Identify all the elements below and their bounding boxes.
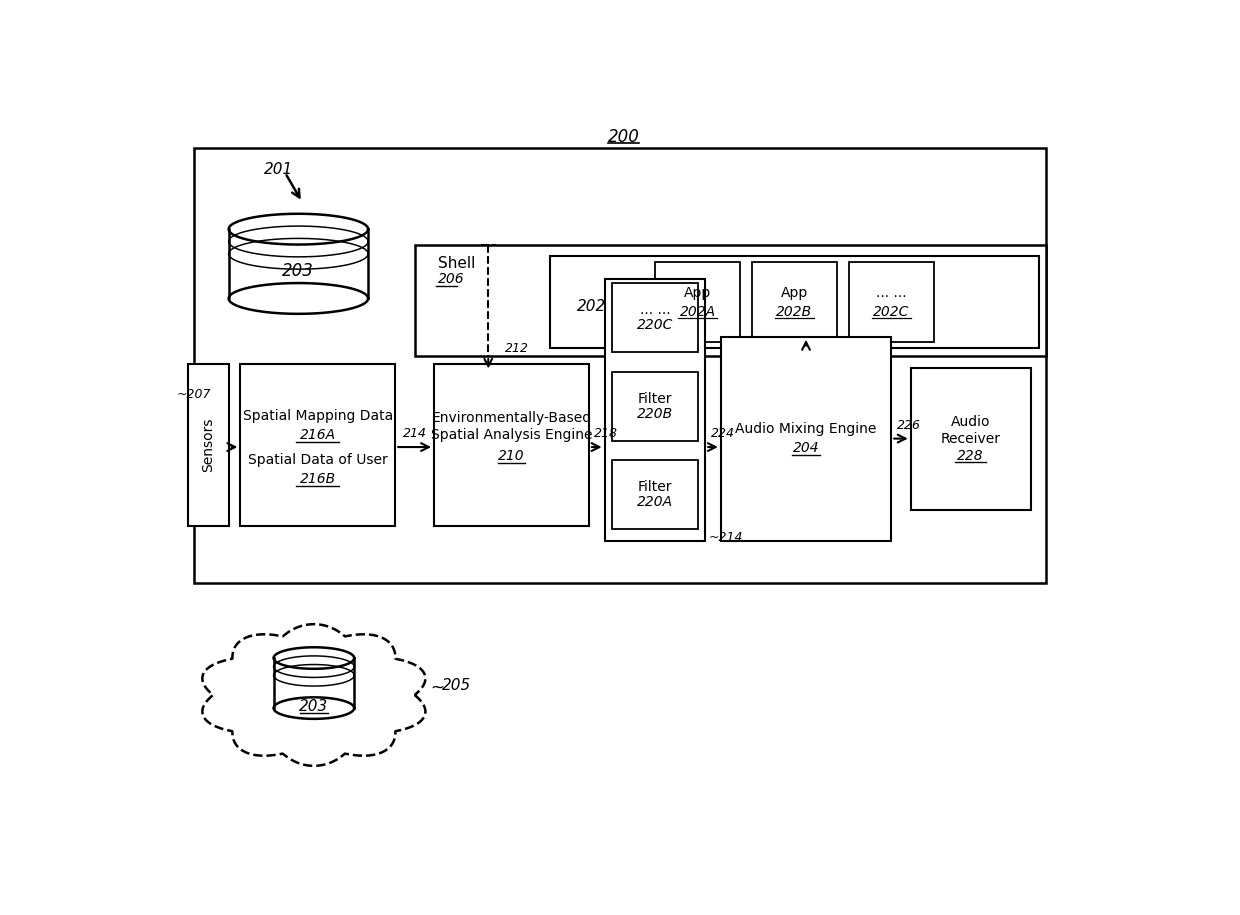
Text: 212: 212 [506, 342, 529, 355]
Text: 201: 201 [263, 162, 293, 178]
Text: 206: 206 [438, 272, 465, 286]
Text: Sensors: Sensors [201, 417, 215, 472]
Text: App: App [684, 286, 711, 300]
Bar [187, 364, 228, 525]
Text: 202A: 202A [680, 305, 715, 318]
Text: 228: 228 [957, 448, 983, 462]
Text: Shell: Shell [438, 256, 475, 272]
Text: 210: 210 [498, 449, 525, 463]
Text: Audio: Audio [951, 414, 990, 428]
Text: 220A: 220A [637, 496, 673, 510]
Text: 202: 202 [578, 298, 606, 314]
Bar [613, 460, 697, 530]
Bar [241, 364, 396, 525]
Text: Audio Mixing Engine: Audio Mixing Engine [735, 423, 877, 436]
Text: Filter: Filter [637, 392, 672, 405]
Text: ... ...: ... ... [875, 286, 906, 300]
Text: ... ...: ... ... [640, 303, 670, 317]
Text: Receiver: Receiver [940, 432, 1001, 446]
Text: 200: 200 [608, 128, 640, 145]
Text: 202B: 202B [776, 305, 812, 318]
Text: ~207: ~207 [176, 388, 211, 401]
Text: 205: 205 [441, 678, 471, 694]
Bar [751, 263, 837, 342]
Text: 202C: 202C [873, 305, 909, 318]
Text: 214: 214 [403, 426, 427, 440]
Text: 220C: 220C [636, 318, 673, 332]
Bar [613, 283, 697, 352]
Bar [910, 368, 1030, 511]
Bar [193, 148, 1047, 584]
Bar [605, 279, 706, 541]
Bar [551, 256, 1039, 349]
Bar [414, 244, 1047, 356]
Text: Environmentally-Based: Environmentally-Based [432, 411, 591, 425]
Text: ~214: ~214 [708, 531, 743, 544]
Text: 224: 224 [711, 426, 734, 440]
Bar [434, 364, 589, 525]
Text: 216A: 216A [300, 427, 336, 442]
Text: 216B: 216B [300, 471, 336, 486]
Text: 203: 203 [283, 262, 314, 280]
Bar [720, 337, 892, 541]
Text: 226: 226 [897, 419, 920, 432]
Text: Spatial Data of User: Spatial Data of User [248, 453, 388, 468]
Text: 218: 218 [594, 426, 619, 440]
Text: Spatial Mapping Data: Spatial Mapping Data [243, 409, 393, 424]
Text: App: App [781, 286, 808, 300]
Polygon shape [228, 229, 368, 298]
Text: 203: 203 [299, 699, 329, 714]
Text: 204: 204 [792, 441, 820, 455]
Text: Spatial Analysis Engine: Spatial Analysis Engine [430, 427, 593, 442]
Text: 220B: 220B [637, 407, 673, 421]
Bar [613, 371, 697, 441]
Bar [655, 263, 740, 342]
Text: Filter: Filter [637, 480, 672, 494]
Bar [848, 263, 934, 342]
Text: ~: ~ [430, 678, 444, 696]
